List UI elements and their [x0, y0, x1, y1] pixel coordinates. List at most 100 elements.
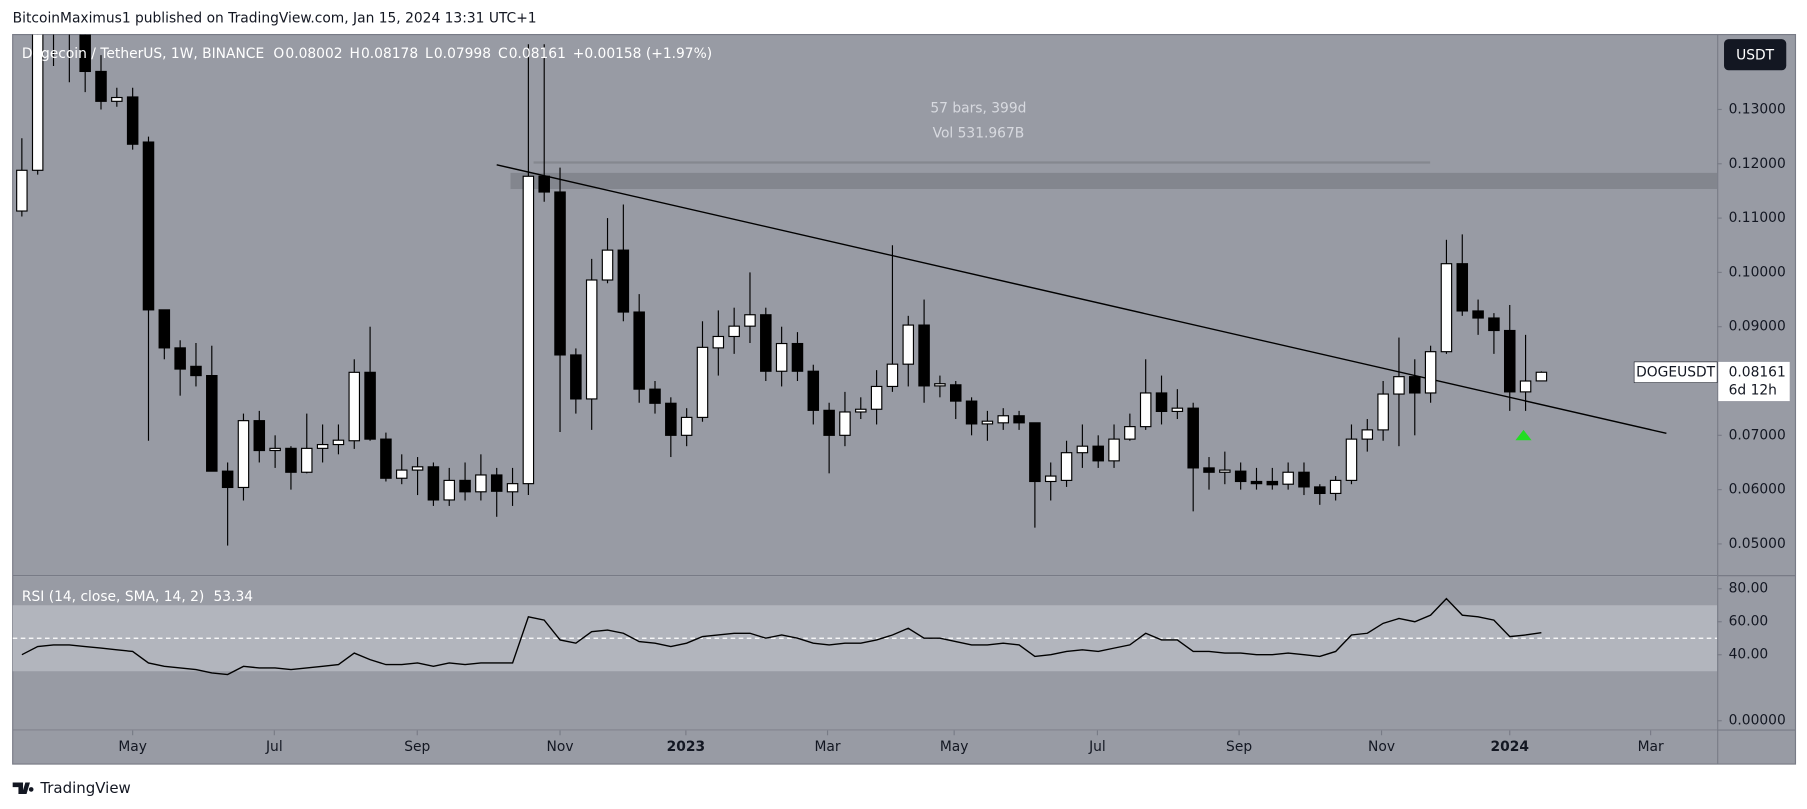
candle-body: [1440, 263, 1453, 353]
candle-body: [617, 249, 630, 313]
candle-body: [728, 325, 740, 338]
time-axis: [12, 730, 1718, 765]
candle-body: [1393, 376, 1405, 395]
candle-body: [522, 175, 535, 485]
y-tick-label: 0.00000: [1729, 713, 1786, 729]
candle-body: [1076, 445, 1089, 454]
candle-body: [1519, 380, 1532, 393]
candle-body: [839, 411, 851, 436]
candle-body: [1314, 486, 1326, 495]
y-tick-label: 0.05000: [1729, 536, 1786, 552]
candle-body: [395, 469, 408, 479]
x-tick-label: Jul: [1088, 739, 1106, 755]
currency-button[interactable]: [1724, 39, 1787, 71]
candle-body: [348, 371, 361, 442]
frame: [12, 33, 1797, 765]
y-tick-label: 0.07000: [1729, 427, 1786, 443]
candle-body: [237, 420, 250, 489]
x-tick-label: Mar: [1638, 739, 1664, 755]
header: BitcoinMaximus1 published on TradingView…: [13, 10, 537, 26]
x-tick-label: Nov: [1368, 739, 1395, 755]
ohlc-value: 0.08161: [509, 46, 566, 62]
candle-body: [1203, 467, 1215, 473]
candle-body: [1329, 479, 1342, 495]
candle-body: [142, 141, 155, 311]
y-tick-label: 60.00: [1729, 614, 1769, 630]
candle-body: [1060, 452, 1073, 481]
x-tick-label: May: [940, 739, 969, 755]
series-group: [16, 34, 1548, 546]
candle-body: [1456, 263, 1469, 312]
candle-body: [1124, 426, 1136, 440]
candle-body: [965, 400, 978, 425]
marker-triangle: [1515, 429, 1532, 441]
candle-body: [870, 385, 883, 410]
candle-body: [221, 470, 234, 489]
candle-body: [744, 314, 756, 327]
candle-body: [364, 371, 376, 440]
y-tick-label: 0.13000: [1729, 101, 1786, 117]
candle-body: [253, 420, 266, 452]
candle-body: [174, 347, 186, 370]
candle-body: [934, 383, 946, 387]
candle-body: [31, 34, 44, 171]
candle-body: [1139, 392, 1152, 428]
candle-body: [206, 375, 218, 472]
price-tag: [1718, 361, 1790, 402]
resistance-zone: [510, 172, 1718, 189]
footer: TradingView: [39, 779, 130, 797]
candle-body: [696, 346, 709, 418]
ohlc-key: L: [425, 46, 433, 62]
ohlc-key: H: [349, 46, 359, 62]
candle-body: [1282, 471, 1294, 485]
candle-body: [1266, 480, 1279, 486]
candle-body: [1108, 438, 1120, 462]
candle-body: [1488, 317, 1500, 332]
x-tick-label: Sep: [1226, 739, 1252, 755]
rsi-legend: RSI (14, close, SMA, 14, 2) 53.34: [22, 589, 253, 605]
candle-body: [712, 335, 725, 349]
candle-body: [1044, 475, 1057, 483]
candle-body: [459, 479, 471, 493]
x-tick-label: Jul: [265, 739, 283, 755]
candle-body: [285, 447, 297, 473]
rsi-last: 53.34: [214, 589, 254, 605]
candle-body: [79, 34, 91, 73]
candle-body: [1472, 310, 1484, 319]
ohlc-value: 0.07998: [434, 46, 491, 62]
y-tick-label: 0.09000: [1729, 319, 1786, 335]
trendline: [496, 164, 1667, 434]
x-tick-label: Sep: [404, 739, 430, 755]
change: +0.00158 (+1.97%): [573, 46, 712, 62]
y-tick-label: 0.10000: [1729, 264, 1786, 280]
candle-body: [316, 443, 329, 449]
measure-bars: 57 bars, 399d: [930, 100, 1026, 116]
candle-body: [332, 439, 345, 446]
candle-body: [585, 279, 598, 400]
candle-body: [1029, 422, 1041, 483]
symbol-title: Dogecoin / TetherUS, 1W, BINANCE: [22, 46, 264, 62]
candle-body: [427, 466, 440, 501]
candle-body: [760, 314, 772, 372]
candle-body: [997, 415, 1009, 424]
candle-body: [902, 324, 915, 365]
candle-body: [1219, 469, 1231, 473]
candle-body: [1361, 429, 1374, 440]
candle-body: [269, 447, 281, 452]
candle-body: [554, 191, 566, 356]
ohlc-key: O: [273, 46, 284, 62]
candle-body: [443, 479, 455, 501]
candle-body: [1503, 329, 1516, 393]
currency-label[interactable]: USDT: [1736, 47, 1775, 63]
candle-body: [126, 96, 139, 145]
candle-body: [1013, 415, 1025, 424]
price-pane: [12, 34, 1718, 576]
candle-body: [918, 324, 930, 387]
candle-body: [1092, 445, 1104, 462]
candle-body: [775, 342, 788, 372]
x-tick-label: 2024: [1491, 739, 1529, 755]
candle-body: [111, 96, 123, 102]
ohlc-value: 0.08002: [285, 46, 342, 62]
candle-body: [601, 249, 614, 281]
